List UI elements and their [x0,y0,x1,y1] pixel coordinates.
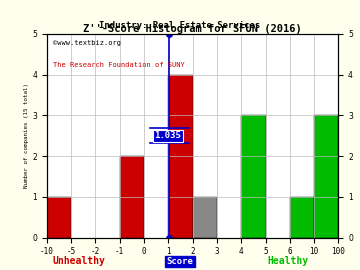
Text: Unhealthy: Unhealthy [53,256,105,266]
Text: Healthy: Healthy [267,256,309,266]
Bar [314,115,338,238]
Text: Industry: Real Estate Services: Industry: Real Estate Services [99,21,261,30]
Text: The Research Foundation of SUNY: The Research Foundation of SUNY [53,62,184,68]
Bar [193,197,217,238]
Bar [168,75,193,238]
Title: Z''-Score Histogram for SFUN (2016): Z''-Score Histogram for SFUN (2016) [83,24,302,34]
Text: ©www.textbiz.org: ©www.textbiz.org [53,40,121,46]
Bar [120,156,144,238]
Bar [47,197,71,238]
Y-axis label: Number of companies (15 total): Number of companies (15 total) [24,83,30,188]
Bar [290,197,314,238]
Text: Score: Score [167,257,193,266]
Bar [241,115,266,238]
Text: 1.035: 1.035 [154,131,181,140]
